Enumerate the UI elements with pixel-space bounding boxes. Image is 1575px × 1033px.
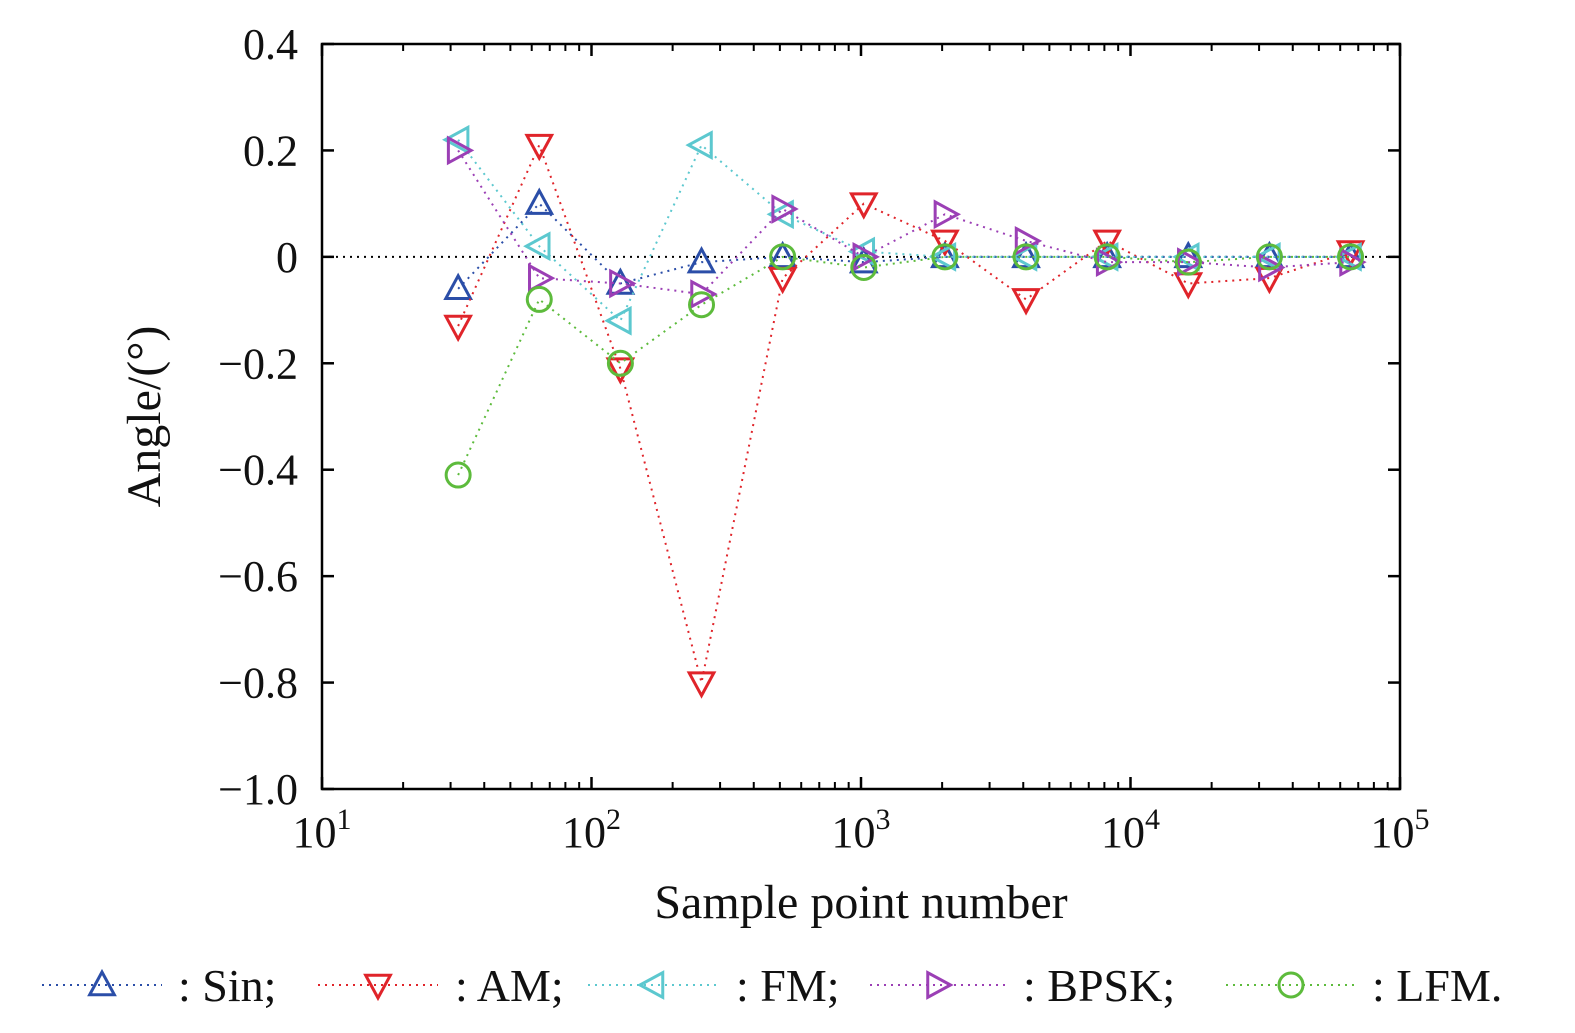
data-point-lfm-7 bbox=[931, 243, 959, 271]
legend-marker-sin bbox=[87, 968, 117, 997]
series-line-am bbox=[457, 142, 1351, 683]
data-point-sin-8 bbox=[1011, 240, 1041, 269]
data-point-bpsk-10 bbox=[1177, 247, 1205, 278]
data-point-am-8 bbox=[1011, 288, 1041, 316]
data-point-sin-3 bbox=[605, 267, 636, 295]
y-tick-label: 0.2 bbox=[243, 126, 298, 175]
legend-item-sin: : Sin; bbox=[42, 960, 276, 1011]
data-point-fm-8 bbox=[1009, 241, 1038, 272]
series-fm bbox=[441, 124, 1362, 336]
legend-label: : BPSK; bbox=[1023, 960, 1175, 1011]
data-point-am-5 bbox=[767, 266, 798, 295]
legend-marker-bpsk bbox=[926, 970, 954, 1000]
data-point-lfm-6 bbox=[850, 254, 878, 281]
data-point-fm-6 bbox=[847, 236, 876, 267]
data-point-bpsk-8 bbox=[1014, 226, 1043, 256]
data-point-bpsk-3 bbox=[609, 268, 637, 299]
series-line-lfm bbox=[457, 255, 1351, 476]
series-group bbox=[441, 124, 1367, 699]
data-point-bpsk-6 bbox=[852, 241, 880, 272]
legend-label: : LFM. bbox=[1372, 960, 1502, 1011]
data-point-fm-1 bbox=[441, 124, 470, 155]
data-point-sin-4 bbox=[686, 246, 717, 274]
data-point-fm-11 bbox=[1253, 241, 1281, 272]
y-tick-label: −0.2 bbox=[218, 339, 298, 388]
data-point-sin-2 bbox=[524, 187, 555, 215]
data-point-fm-3 bbox=[604, 305, 632, 336]
series-line-bpsk bbox=[457, 149, 1351, 296]
data-point-fm-4 bbox=[685, 130, 713, 160]
data-point-am-3 bbox=[605, 357, 636, 385]
data-point-sin-7 bbox=[930, 240, 960, 269]
data-point-bpsk-2 bbox=[528, 263, 556, 294]
legend-marker-fm bbox=[636, 970, 665, 1000]
y-tick-label: −0.8 bbox=[218, 659, 298, 708]
data-point-bpsk-4 bbox=[690, 279, 718, 309]
data-point-am-6 bbox=[848, 192, 879, 220]
legend-item-am: : AM; bbox=[318, 960, 564, 1011]
x-axis-label: Sample point number bbox=[654, 876, 1067, 929]
data-point-am-10 bbox=[1173, 272, 1204, 300]
y-tick-label: −1.0 bbox=[218, 765, 298, 814]
x-tick-label: 101 bbox=[293, 803, 352, 857]
data-point-am-7 bbox=[930, 229, 960, 258]
y-tick-label: 0.4 bbox=[243, 20, 298, 69]
data-point-bpsk-1 bbox=[446, 135, 475, 166]
series-am bbox=[443, 133, 1366, 699]
legend-marker-lfm bbox=[1277, 971, 1305, 999]
y-axis-label: Angle/(°) bbox=[118, 326, 171, 508]
data-point-sin-11 bbox=[1254, 240, 1285, 269]
series-sin bbox=[443, 187, 1366, 301]
series-line-fm bbox=[457, 139, 1351, 323]
data-point-am-4 bbox=[686, 671, 717, 699]
y-tick-label: −0.4 bbox=[218, 446, 298, 495]
y-tick-label: −0.6 bbox=[218, 552, 298, 601]
data-point-lfm-10 bbox=[1174, 248, 1202, 276]
data-point-lfm-1 bbox=[444, 461, 472, 489]
data-point-fm-5 bbox=[766, 199, 794, 230]
data-point-lfm-3 bbox=[606, 349, 634, 377]
data-point-sin-10 bbox=[1173, 240, 1204, 269]
x-tick-label: 105 bbox=[1371, 803, 1430, 857]
legend-label: : Sin; bbox=[178, 960, 276, 1011]
data-point-lfm-4 bbox=[688, 291, 716, 319]
data-point-lfm-8 bbox=[1012, 243, 1040, 271]
legend: : Sin; : AM; : FM; : BPSK; : LFM. bbox=[42, 960, 1502, 1011]
x-tick-label: 103 bbox=[832, 803, 891, 857]
data-point-am-2 bbox=[524, 133, 555, 162]
data-point-lfm-12 bbox=[1337, 243, 1365, 271]
data-point-sin-5 bbox=[767, 240, 798, 269]
data-point-am-1 bbox=[443, 314, 474, 343]
data-point-bpsk-7 bbox=[933, 199, 962, 230]
data-point-lfm-2 bbox=[525, 285, 553, 313]
legend-item-lfm: : LFM. bbox=[1226, 960, 1502, 1011]
data-point-am-9 bbox=[1092, 229, 1123, 258]
x-tick-label: 104 bbox=[1101, 803, 1160, 857]
legend-item-bpsk: : BPSK; bbox=[870, 960, 1175, 1011]
plot-frame bbox=[320, 42, 1402, 791]
series-bpsk bbox=[446, 135, 1367, 309]
series-lfm bbox=[444, 243, 1365, 489]
series-line-sin bbox=[457, 202, 1351, 290]
data-point-sin-1 bbox=[443, 272, 474, 301]
data-point-lfm-9 bbox=[1093, 243, 1121, 271]
data-point-sin-9 bbox=[1092, 240, 1123, 269]
data-point-lfm-5 bbox=[769, 243, 797, 271]
data-point-fm-2 bbox=[523, 231, 551, 262]
legend-item-fm: : FM; bbox=[588, 960, 840, 1011]
legend-label: : FM; bbox=[736, 960, 840, 1011]
x-tick-label: 102 bbox=[562, 803, 621, 857]
data-point-fm-7 bbox=[928, 241, 957, 272]
legend-label: : AM; bbox=[455, 960, 564, 1011]
data-point-bpsk-5 bbox=[771, 194, 799, 224]
legend-marker-am bbox=[363, 973, 393, 1002]
data-point-lfm-11 bbox=[1255, 243, 1283, 271]
y-tick-label: 0 bbox=[276, 233, 298, 282]
data-point-bpsk-11 bbox=[1258, 252, 1286, 283]
